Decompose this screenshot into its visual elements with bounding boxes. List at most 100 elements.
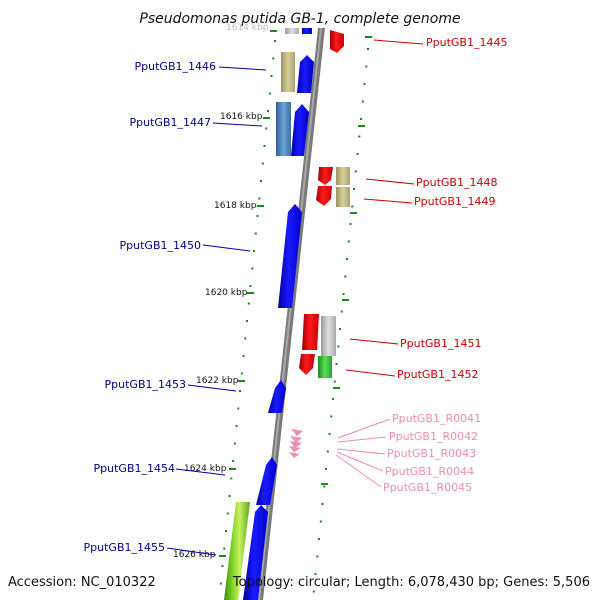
kbp-label-1624: 1624 kbp	[184, 464, 227, 474]
tick-dot	[268, 92, 271, 95]
label-PputGB1_R0042[interactable]: PputGB1_R0042	[389, 430, 478, 443]
label-PputGB1_1446[interactable]: PputGB1_1446	[135, 60, 216, 73]
label-PputGB1_1453[interactable]: PputGB1_1453	[105, 378, 186, 391]
genome-summary-text: Topology: circular; Length: 6,078,430 bp…	[232, 575, 590, 590]
tick-dot	[312, 590, 315, 593]
tick-dot	[321, 503, 324, 505]
tick-dot	[335, 363, 338, 365]
tick-dot	[221, 565, 224, 567]
tick-dot	[340, 310, 343, 313]
gene-PputGB1_1452-cds[interactable]	[318, 356, 332, 378]
tick-dot	[249, 285, 252, 287]
gene-PputGB1_1453[interactable]	[268, 380, 286, 413]
gene-PputGB1_1446[interactable]	[297, 55, 314, 93]
tick-dot	[253, 250, 255, 252]
label-PputGB1_1448[interactable]: PputGB1_1448	[416, 176, 497, 189]
tick-dot	[328, 433, 331, 435]
kbp-label-1616: 1616 kbp	[220, 112, 263, 122]
tick-dot	[267, 110, 269, 112]
tick-dot	[239, 390, 241, 392]
tick-dot	[333, 380, 336, 383]
gene-PputGB1_1446-cds[interactable]	[281, 52, 295, 92]
tick-dot	[272, 57, 275, 60]
gene-PputGB1_1451-cds[interactable]	[321, 316, 336, 356]
label-PputGB1_1451[interactable]: PputGB1_1451	[400, 337, 481, 350]
tick-dot	[260, 180, 262, 182]
gene-PputGB1_1454[interactable]	[256, 457, 277, 505]
gene-PputGB1_1447[interactable]	[291, 104, 309, 156]
label-PputGB1_1455[interactable]: PputGB1_1455	[84, 541, 165, 554]
gene-PputGB1_1449[interactable]	[316, 186, 332, 206]
label-PputGB1_1454[interactable]: PputGB1_1454	[94, 462, 175, 475]
top-blue-feature	[302, 28, 312, 34]
kbp-label-1614: 1614 kbp	[226, 23, 269, 33]
kbp-label-1618: 1618 kbp	[214, 201, 257, 211]
label-PputGB1_1449[interactable]: PputGB1_1449	[414, 195, 495, 208]
tick-dot	[354, 170, 357, 173]
tick-dot	[358, 135, 361, 138]
tick-dot	[274, 40, 276, 42]
tick-dot	[251, 267, 254, 270]
gene-PputGB1_1455-cds[interactable]	[224, 502, 250, 600]
page-title: Pseudomonas putida GB-1, complete genome	[139, 11, 460, 27]
tick-dot	[351, 205, 354, 208]
gene-PputGB1_1452[interactable]	[299, 354, 315, 375]
tick-dot	[332, 398, 334, 400]
tick-dot	[349, 223, 352, 225]
label-PputGB1_1447[interactable]: PputGB1_1447	[130, 116, 211, 129]
tick-dot	[360, 118, 362, 120]
genome-backbone-highlight	[258, 28, 322, 600]
tick-dot	[254, 232, 257, 235]
label-PputGB1_1450[interactable]: PputGB1_1450	[120, 239, 201, 252]
tick-dot	[233, 442, 236, 445]
gene-PputGB1_1445[interactable]	[330, 30, 344, 53]
accession-text: Accession: NC_010322	[8, 575, 156, 590]
label-PputGB1_R0045[interactable]: PputGB1_R0045	[383, 481, 472, 494]
tick-dot	[346, 258, 348, 260]
tick-dot	[265, 127, 268, 130]
tick-dot	[246, 320, 248, 322]
tick-dot	[339, 328, 341, 330]
tick-dot	[318, 538, 320, 540]
tick-dot	[270, 75, 273, 77]
tick-dot	[219, 582, 222, 585]
kbp-label-1626: 1626 kbp	[173, 550, 216, 560]
tick-dot	[323, 485, 326, 488]
tick-dot	[256, 215, 259, 217]
inner-tick-marks	[219, 40, 276, 585]
label-leader-lines	[166, 39, 424, 556]
label-PputGB1_1445[interactable]: PputGB1_1445	[426, 36, 507, 49]
tick-dot	[353, 188, 355, 190]
tick-dot	[237, 407, 240, 410]
gene-PputGB1_1450[interactable]	[278, 204, 302, 308]
label-PputGB1_R0041[interactable]: PputGB1_R0041	[392, 412, 481, 425]
tick-dot	[356, 153, 359, 155]
label-PputGB1_1452[interactable]: PputGB1_1452	[397, 368, 478, 381]
tick-dot	[261, 162, 264, 165]
tick-dot	[263, 145, 266, 147]
tick-dot	[244, 337, 247, 340]
label-PputGB1_R0044[interactable]: PputGB1_R0044	[385, 465, 474, 478]
tick-dot	[242, 355, 245, 357]
tick-dot	[223, 547, 226, 550]
tick-dot	[314, 573, 317, 575]
tick-dot	[247, 302, 250, 305]
tick-dot	[258, 197, 261, 200]
top-gray-feature	[285, 28, 299, 34]
tick-dot	[344, 275, 347, 278]
gene-PputGB1_1451[interactable]	[302, 314, 319, 350]
tick-dot	[226, 512, 229, 515]
tick-dot	[225, 530, 227, 532]
kbp-dashes	[219, 30, 372, 557]
gene-PputGB1_1455[interactable]	[243, 505, 268, 600]
gene-PputGB1_1447-cds[interactable]	[276, 102, 291, 156]
tick-dot	[363, 83, 366, 85]
rna-genes-cluster[interactable]	[289, 429, 303, 458]
label-PputGB1_R0043[interactable]: PputGB1_R0043	[387, 447, 476, 460]
gene-PputGB1_1448[interactable]	[318, 167, 333, 185]
tick-dot	[337, 345, 340, 348]
tick-dot	[240, 372, 243, 375]
tick-dot	[232, 460, 234, 462]
tick-dot	[361, 100, 364, 103]
